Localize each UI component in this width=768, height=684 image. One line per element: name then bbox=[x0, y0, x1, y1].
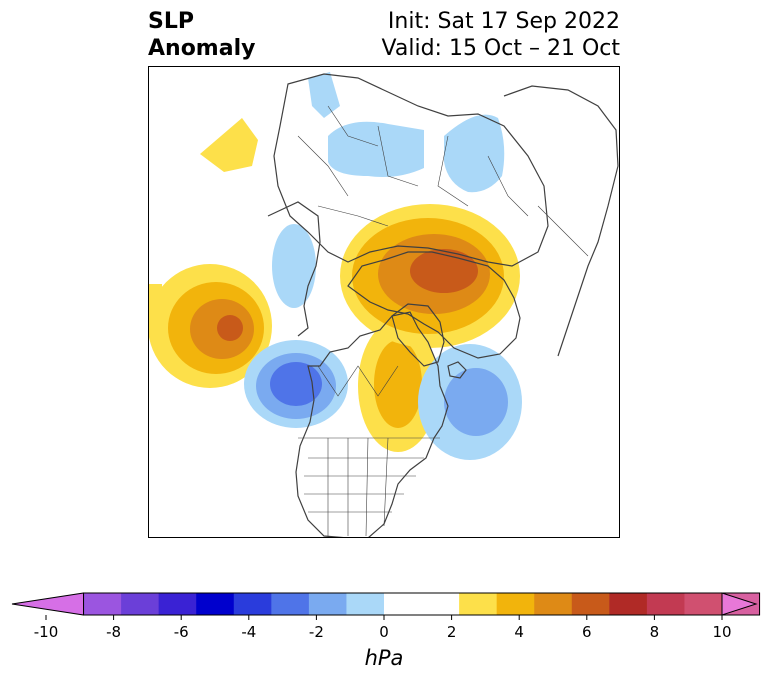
anomaly-layer bbox=[148, 72, 522, 460]
colorbar-swatch bbox=[233, 593, 272, 615]
positive-anomaly-hudson-bay bbox=[358, 320, 438, 452]
europe-borders bbox=[297, 105, 389, 227]
us-state-borders-vertical bbox=[327, 437, 389, 537]
colorbar-swatch bbox=[459, 593, 498, 615]
colorbar-swatch bbox=[646, 593, 685, 615]
colorbar-swatch bbox=[421, 593, 460, 615]
colorbar-swatch bbox=[271, 593, 310, 615]
colorbar-tick-label: 8 bbox=[650, 623, 660, 641]
colorbar-swatch bbox=[496, 593, 535, 615]
colorbar-tick-label: 0 bbox=[379, 623, 389, 641]
colorbar-tick-label: -8 bbox=[106, 623, 121, 641]
colorbar-arrow-high bbox=[721, 592, 758, 616]
colorbar-tick-label: -6 bbox=[174, 623, 189, 641]
negative-anomaly-arctic bbox=[272, 224, 316, 308]
title-line-2: Anomaly bbox=[148, 36, 256, 61]
positive-anomaly-gulf-of-alaska bbox=[148, 264, 272, 388]
map-frame bbox=[148, 66, 620, 538]
title-line-1: SLP bbox=[148, 9, 194, 34]
positive-anomaly-southern-europe bbox=[148, 284, 162, 316]
alaska-outline bbox=[267, 201, 321, 337]
colorbar-unit: hPa bbox=[364, 646, 404, 670]
positive-anomaly-siberia bbox=[340, 204, 520, 348]
coastlines bbox=[267, 73, 619, 538]
canada-province-borders bbox=[317, 365, 399, 397]
colorbar-swatches bbox=[11, 592, 761, 616]
east-asia-outline bbox=[503, 85, 619, 357]
anomaly-map bbox=[148, 66, 620, 538]
negative-anomaly-europe bbox=[328, 121, 424, 177]
valid-range: Valid: 15 Oct – 21 Oct bbox=[381, 36, 620, 61]
chart-title: SLP Anomaly bbox=[148, 8, 255, 62]
colorbar-ticks: -10 -8 -6 -4 -2 0 2 4 6 8 10 bbox=[34, 615, 732, 641]
greenland-outline bbox=[391, 303, 445, 367]
init-date: Init: Sat 17 Sep 2022 bbox=[387, 9, 620, 34]
europe-outline bbox=[273, 73, 549, 267]
colorbar-tick-label: 2 bbox=[447, 623, 457, 641]
colorbar-tick-label: 4 bbox=[514, 623, 524, 641]
colorbar-swatch bbox=[158, 593, 197, 615]
negative-anomaly-west-asia bbox=[308, 72, 340, 118]
colorbar-swatch bbox=[609, 593, 648, 615]
colorbar-swatch bbox=[684, 593, 723, 615]
negative-anomaly-labrador-sea bbox=[418, 344, 522, 460]
colorbar-tick-label: 6 bbox=[582, 623, 592, 641]
colorbar-swatch bbox=[121, 593, 160, 615]
colorbar-swatch bbox=[83, 593, 122, 615]
colorbar-tick-label: 10 bbox=[712, 623, 731, 641]
colorbar-swatch bbox=[346, 593, 385, 615]
eurasia-borders bbox=[377, 125, 589, 257]
colorbar-swatch bbox=[384, 593, 423, 615]
us-state-borders-horizontal bbox=[304, 457, 424, 513]
colorbar-swatch bbox=[571, 593, 610, 615]
date-info: Init: Sat 17 Sep 2022 Valid: 15 Oct – 21… bbox=[382, 8, 620, 62]
island-outline bbox=[447, 361, 467, 379]
colorbar-arrow-low bbox=[11, 592, 85, 616]
colorbar-tick-label: -10 bbox=[34, 623, 59, 641]
negative-anomaly-east-asia bbox=[444, 114, 505, 193]
negative-anomaly-pacific-northwest bbox=[244, 340, 348, 428]
positive-anomaly-bering bbox=[200, 118, 258, 172]
colorbar-swatch bbox=[308, 593, 347, 615]
borders bbox=[297, 105, 589, 537]
colorbar: -10 -8 -6 -4 -2 0 2 4 6 8 10 bbox=[11, 592, 761, 641]
north-america-outline bbox=[295, 311, 449, 538]
colorbar-outline bbox=[83, 592, 761, 616]
colorbar-tick-label: -4 bbox=[241, 623, 256, 641]
colorbar-swatch bbox=[196, 593, 235, 615]
colorbar-swatch bbox=[534, 593, 573, 615]
colorbar-tick-label: -2 bbox=[309, 623, 324, 641]
eurasia-outline bbox=[347, 251, 521, 359]
